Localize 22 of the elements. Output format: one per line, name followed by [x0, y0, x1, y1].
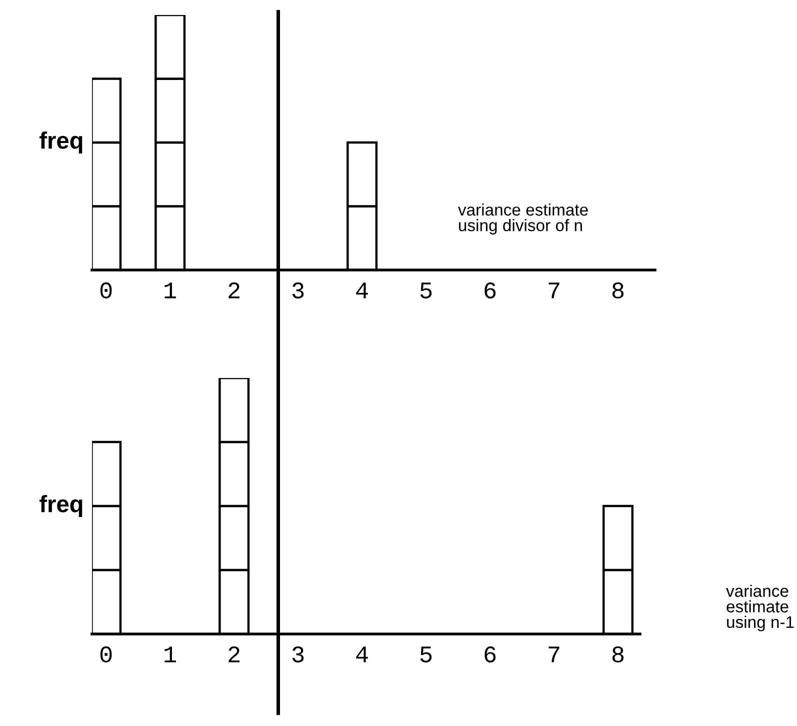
x-tick-label: 4: [356, 282, 368, 298]
x-tick-label: 4: [356, 646, 368, 662]
x-tick-label: 0: [100, 282, 112, 298]
x-tick-label: 6: [484, 646, 496, 662]
x-tick-label: 1: [164, 646, 176, 662]
x-tick-label: 7: [548, 282, 560, 298]
y-axis-title: freq: [40, 131, 82, 154]
x-tick-label: 1: [164, 282, 176, 298]
x-tick-label: 0: [100, 646, 112, 662]
x-tick-label: 8: [612, 282, 624, 298]
x-tick-label: 7: [548, 646, 560, 662]
x-tick-label: 3: [292, 282, 304, 298]
text: variance estimate using n-1: [726, 584, 794, 632]
annotation: variance estimate using divisor of n: [458, 203, 588, 235]
y-axis-title: freq: [40, 494, 82, 518]
x-tick-label: 5: [420, 282, 432, 298]
x-tick-label: 2: [228, 282, 240, 298]
x-tick-label: 6: [484, 282, 496, 298]
x-tick-label: 5: [420, 646, 432, 662]
x-tick-label: 8: [612, 646, 624, 662]
x-tick-label: 2: [228, 646, 240, 662]
x-tick-label: 3: [292, 646, 304, 662]
